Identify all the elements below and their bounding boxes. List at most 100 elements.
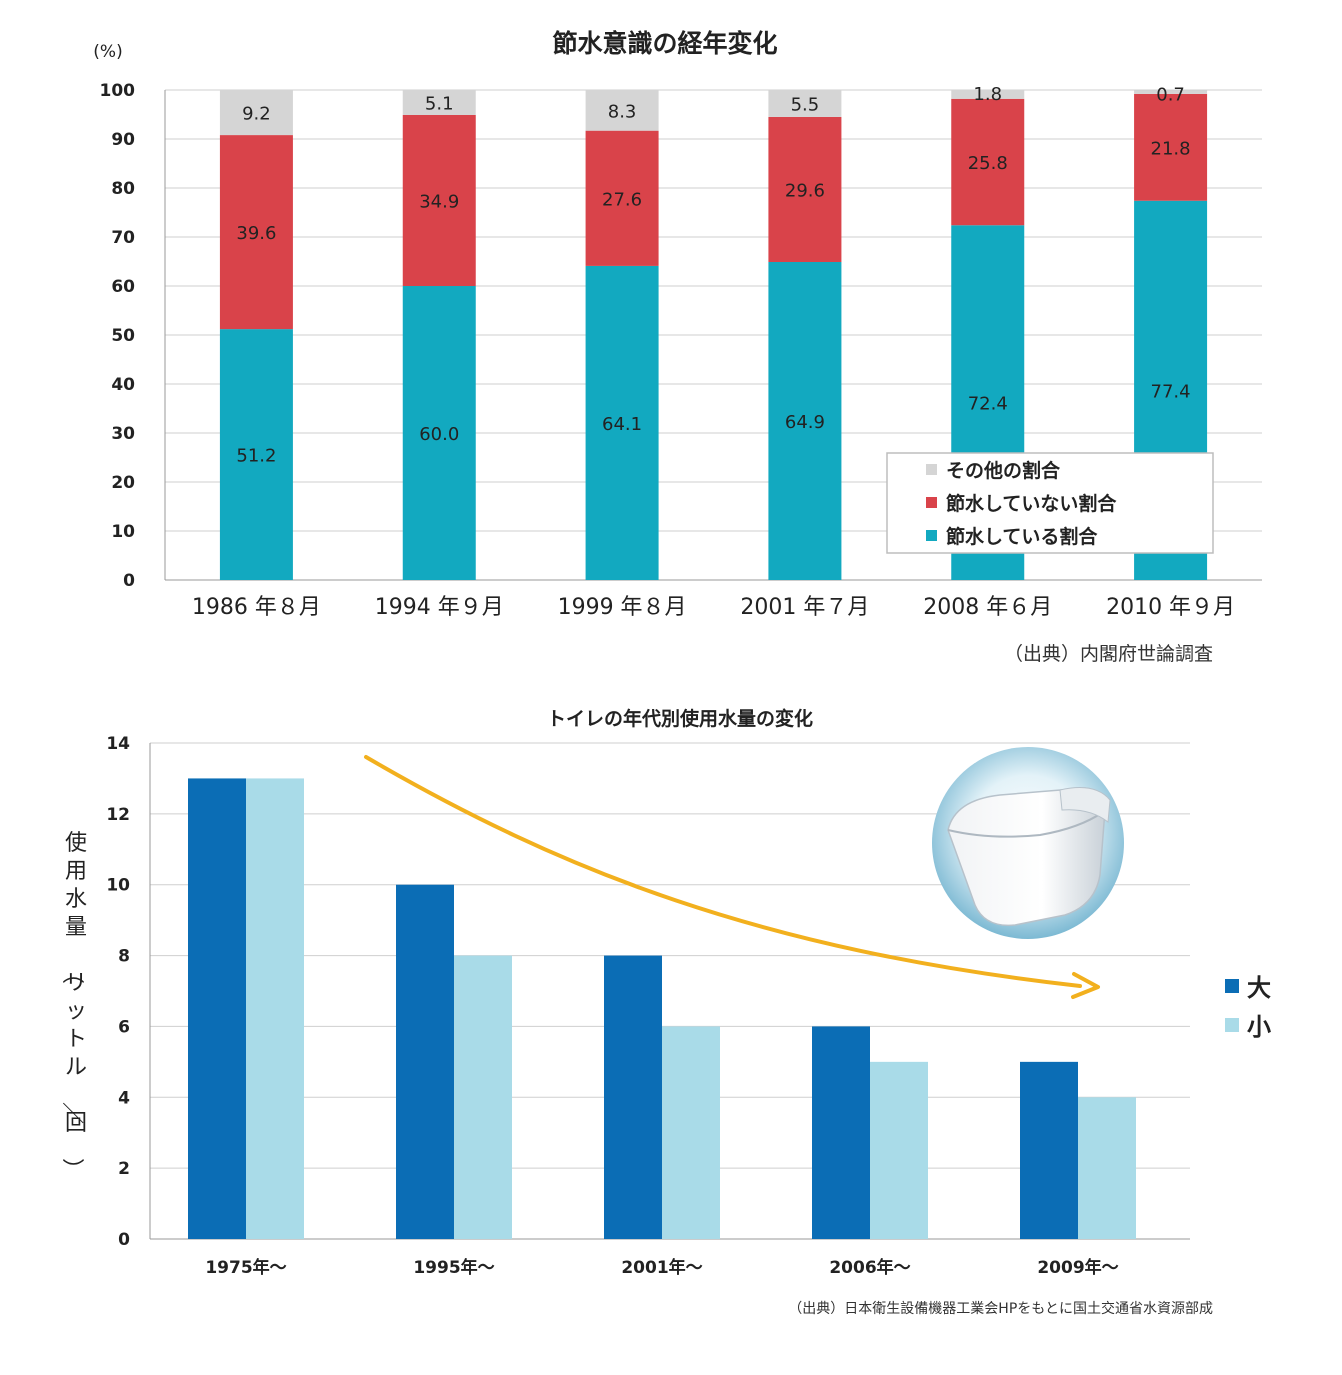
x-category-label: 2010 年９月 bbox=[1106, 595, 1235, 620]
legend-swatch bbox=[926, 530, 937, 541]
chart-title: トイレの年代別使用水量の変化 bbox=[547, 707, 813, 730]
data-label: 27.6 bbox=[602, 189, 642, 210]
legend-swatch bbox=[1225, 1018, 1239, 1032]
legend-label: 節水していない割合 bbox=[946, 492, 1117, 515]
data-label: 60.0 bbox=[419, 424, 459, 445]
legend-box bbox=[886, 452, 1214, 554]
y-tick-label: 90 bbox=[111, 130, 135, 150]
x-category-label: 2001 年７月 bbox=[740, 595, 869, 620]
y-tick-label: 50 bbox=[111, 326, 135, 346]
toilet-bowl bbox=[947, 787, 1106, 927]
data-label: 5.1 bbox=[425, 93, 454, 114]
bar bbox=[454, 955, 512, 1239]
source-note: （出典）内閣府世論調査 bbox=[1004, 643, 1213, 665]
data-label: 25.8 bbox=[968, 153, 1008, 174]
y-tick-label: 0 bbox=[123, 571, 135, 591]
x-category-label: 2006年～ bbox=[829, 1257, 910, 1278]
data-label: 0.7 bbox=[1156, 84, 1185, 105]
water-saving-awareness-chart: 節水意識の経年変化 (%) 0 10 20 30 40 50 60 70 80 90 100 51.2 39… bbox=[93, 29, 1262, 665]
bar-segment bbox=[219, 135, 293, 330]
x-category-label: 1994 年９月 bbox=[375, 595, 504, 620]
legend-label: 節水している割合 bbox=[946, 525, 1098, 548]
y-tick-label: 70 bbox=[111, 228, 135, 248]
data-label: 51.2 bbox=[236, 446, 276, 467]
bar-segment bbox=[768, 261, 842, 580]
data-label: 77.4 bbox=[1151, 381, 1191, 402]
data-label: 1.8 bbox=[973, 84, 1002, 105]
x-category-label: 2001年～ bbox=[621, 1257, 702, 1278]
y-tick-label: 30 bbox=[111, 424, 135, 444]
bar-segment bbox=[402, 90, 476, 115]
y-tick-label: 60 bbox=[111, 277, 135, 297]
legend-label: 大 bbox=[1247, 974, 1271, 1002]
toilet-photo-icon bbox=[932, 747, 1124, 939]
y-tick-label: 14 bbox=[106, 734, 130, 754]
data-label: 64.1 bbox=[602, 414, 642, 435]
data-label: 39.6 bbox=[236, 223, 276, 244]
x-category-label: 2008 年６月 bbox=[923, 595, 1052, 620]
y-tick-label: 10 bbox=[106, 876, 130, 896]
toilet-tank bbox=[1059, 787, 1111, 823]
bar-segment bbox=[1134, 93, 1208, 201]
bar-segment bbox=[402, 286, 476, 580]
trend-arrow-head bbox=[1071, 972, 1100, 999]
y-tick-label: 20 bbox=[111, 473, 135, 493]
data-label: 72.4 bbox=[968, 394, 1008, 415]
data-label: 34.9 bbox=[419, 191, 459, 212]
y-tick-label: 10 bbox=[111, 522, 135, 542]
y-tick-label: 8 bbox=[118, 947, 130, 967]
y-tick-label: 40 bbox=[111, 375, 135, 395]
y-tick-label: 0 bbox=[118, 1230, 130, 1250]
data-label: 21.8 bbox=[1151, 138, 1191, 159]
chart-title: 節水意識の経年変化 bbox=[552, 29, 777, 58]
trend-arrow bbox=[364, 755, 1082, 988]
y-tick-label: 12 bbox=[106, 805, 130, 825]
data-label: 5.5 bbox=[791, 94, 820, 115]
bar bbox=[246, 778, 304, 1239]
bar-segment bbox=[219, 90, 293, 136]
legend-label: 小 bbox=[1247, 1013, 1271, 1041]
x-category-label: 2009年～ bbox=[1037, 1257, 1118, 1278]
bar bbox=[396, 884, 454, 1239]
legend-swatch bbox=[1225, 979, 1239, 993]
data-label: 8.3 bbox=[608, 101, 637, 122]
legend-swatch bbox=[926, 464, 937, 475]
bar bbox=[1078, 1097, 1136, 1239]
y-axis-label: 使用水量（リットル／回） bbox=[59, 831, 87, 1180]
bar-segment bbox=[951, 90, 1025, 99]
bar-segment bbox=[951, 98, 1025, 226]
toilet-seat-line bbox=[947, 811, 1104, 838]
y-tick-label: 2 bbox=[118, 1159, 130, 1179]
x-category-label: 1999 年８月 bbox=[558, 595, 687, 620]
bar bbox=[188, 778, 246, 1239]
legend-swatch bbox=[926, 497, 937, 508]
bar bbox=[662, 1026, 720, 1239]
bar bbox=[812, 1026, 870, 1239]
y-axis-unit: (%) bbox=[93, 42, 122, 62]
data-label: 64.9 bbox=[785, 412, 825, 433]
bar-segment bbox=[585, 90, 659, 131]
bar bbox=[1020, 1061, 1078, 1239]
legend-label: その他の割合 bbox=[946, 459, 1061, 482]
bar-segment bbox=[219, 329, 293, 580]
bar-segment bbox=[402, 114, 476, 287]
bar-segment bbox=[768, 90, 842, 117]
y-tick-label: 6 bbox=[118, 1017, 130, 1037]
toilet-water-usage-chart: トイレの年代別使用水量の変化 0 2 4 6 8 10 12 14 使用水量（リットル／回） 197… bbox=[59, 707, 1271, 1317]
bar-segment bbox=[768, 116, 842, 262]
bar bbox=[870, 1061, 928, 1239]
x-category-label: 1995年～ bbox=[413, 1257, 494, 1278]
y-tick-label: 80 bbox=[111, 179, 135, 199]
x-category-label: 1975年～ bbox=[205, 1257, 286, 1278]
data-label: 29.6 bbox=[785, 180, 825, 201]
data-label: 9.2 bbox=[242, 104, 271, 125]
bar-segment bbox=[1134, 90, 1208, 94]
x-category-label: 1986 年８月 bbox=[192, 595, 321, 620]
y-tick-label: 4 bbox=[118, 1088, 130, 1108]
bar-segment bbox=[585, 265, 659, 580]
source-note: （出典）日本衛生設備機器工業会HPをもとに国土交通省水資源部成 bbox=[788, 1300, 1213, 1317]
bar bbox=[604, 955, 662, 1239]
bar-segment bbox=[585, 130, 659, 266]
